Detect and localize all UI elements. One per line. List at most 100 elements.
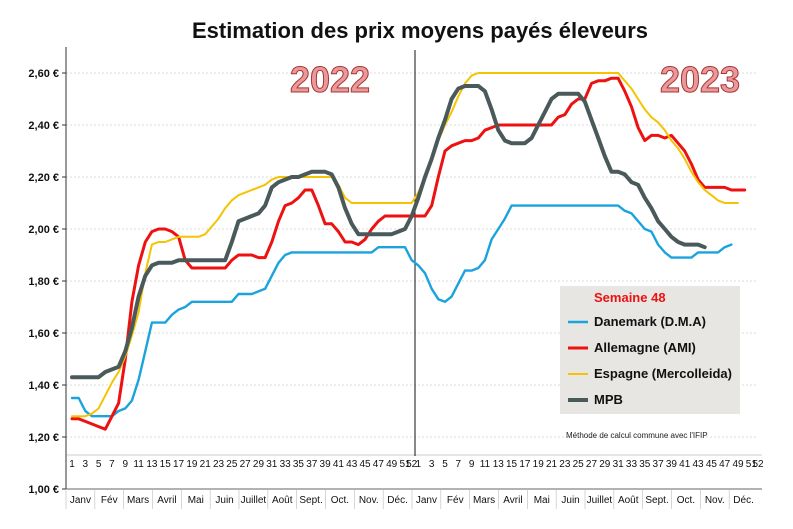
x-tick-label: 3 [429,459,435,470]
month-label: Oct. [331,495,349,506]
x-tick-label: 52 [752,459,764,470]
x-tick-label: 19 [533,459,545,470]
x-tick-label: 45 [359,459,371,470]
series-line-mpb [70,84,707,380]
x-tick-label: 11 [480,459,491,470]
x-tick-label: 49 [732,459,744,470]
x-tick-label: 13 [146,459,158,470]
legend-label: MPB [594,392,623,407]
x-tick-label: 52 [406,459,418,470]
series-line-danemark [70,204,733,418]
x-tick-label: 7 [109,459,115,470]
y-tick-label: 1,60 € [28,328,59,340]
x-tick-label: 27 [586,459,598,470]
month-label: Mai [188,495,204,506]
y-tick-label: 1,80 € [28,276,59,288]
x-tick-label: 43 [692,459,704,470]
x-tick-label: 35 [293,459,305,470]
y-tick-label: 1,20 € [28,432,59,444]
year-label-2022: 2022 [290,59,370,100]
month-label: Août [618,495,639,506]
month-label: Fév [447,495,464,506]
month-label: Sept. [299,495,322,506]
month-label: Nov. [705,495,725,506]
x-tick-label: 21 [200,459,212,470]
x-tick-label: 7 [456,459,462,470]
month-label: Fév [101,495,118,506]
legend-box [560,286,740,414]
x-tick-label: 51 [746,459,758,470]
x-tick-label: 51 [399,459,411,470]
x-tick-label: 29 [599,459,611,470]
x-tick-label: 33 [280,459,292,470]
x-tick-label: 29 [253,459,265,470]
x-tick-label: 47 [719,459,731,470]
method-note: Méthode de calcul commune avec l'IFIP [566,431,708,440]
x-tick-label: 25 [573,459,585,470]
x-tick-label: 35 [639,459,651,470]
month-label: Juillet [241,495,267,506]
month-label: Janv [70,495,91,506]
x-tick-label: 49 [386,459,398,470]
y-tick-label: 2,00 € [28,224,59,236]
x-tick-label: 23 [213,459,225,470]
y-tick-label: 1,00 € [28,484,59,496]
legend-label: Allemagne (AMI) [594,340,696,355]
y-tick-label: 2,40 € [28,120,59,132]
y-tick-label: 2,60 € [28,68,59,80]
month-label: Juillet [587,495,613,506]
x-tick-label: 15 [506,459,518,470]
x-tick-label: 13 [493,459,505,470]
x-tick-label: 19 [186,459,198,470]
month-label: Mai [534,495,550,506]
x-tick-label: 1 [416,459,422,470]
x-tick-label: 23 [559,459,571,470]
chart-title: Estimation des prix moyens payés éleveur… [192,18,648,43]
year-label-2023: 2023 [660,59,740,100]
month-label: Déc. [387,495,408,506]
x-tick-label: 43 [346,459,358,470]
x-tick-label: 25 [226,459,238,470]
x-tick-label: 33 [626,459,638,470]
series-lines [70,72,747,431]
legend: Semaine 48 Danemark (D.M.A) Allemagne (AM… [560,286,740,414]
x-tick-label: 3 [83,459,89,470]
x-tick-label: 27 [240,459,252,470]
x-tick-label: 17 [173,459,185,470]
x-tick-label: 21 [546,459,558,470]
x-tick-label: 5 [442,459,448,470]
x-tick-label: 37 [306,459,318,470]
x-tick-label: 9 [469,459,475,470]
month-label: Janv [416,495,437,506]
x-tick-label: 41 [679,459,691,470]
month-label: Mars [473,495,495,506]
x-tick-label: 39 [666,459,678,470]
x-tick-label: 9 [123,459,129,470]
x-tick-label: 11 [133,459,144,470]
x-tick-label: 15 [160,459,172,470]
x-tick-label: 47 [373,459,385,470]
x-tick-label: 37 [653,459,665,470]
x-axis: 1 3 5 7 9 11 13 15 17 19 21 23 25 27 29 31 33 35 37 39 41 43 4… [65,454,764,509]
x-tick-label: 45 [706,459,718,470]
month-label: Mars [127,495,149,506]
month-label: Déc. [733,495,754,506]
month-label: Août [272,495,293,506]
legend-title: Semaine 48 [594,290,666,305]
x-tick-label: 39 [320,459,332,470]
month-label: Avril [157,495,176,506]
x-tick-label: 1 [69,459,75,470]
legend-label: Espagne (Mercolleida) [594,366,732,381]
month-label: Nov. [359,495,379,506]
x-tick-label: 31 [266,459,278,470]
x-tick-label: 17 [519,459,531,470]
x-tick-label: 5 [96,459,102,470]
series-line-espagne [71,72,739,418]
x-tick-label: 31 [613,459,625,470]
series-line-allemagne [70,76,747,431]
y-tick-label: 1,40 € [28,380,59,392]
x-tick-label: 41 [333,459,345,470]
y-tick-label: 2,20 € [28,172,59,184]
month-label: Juin [561,495,579,506]
